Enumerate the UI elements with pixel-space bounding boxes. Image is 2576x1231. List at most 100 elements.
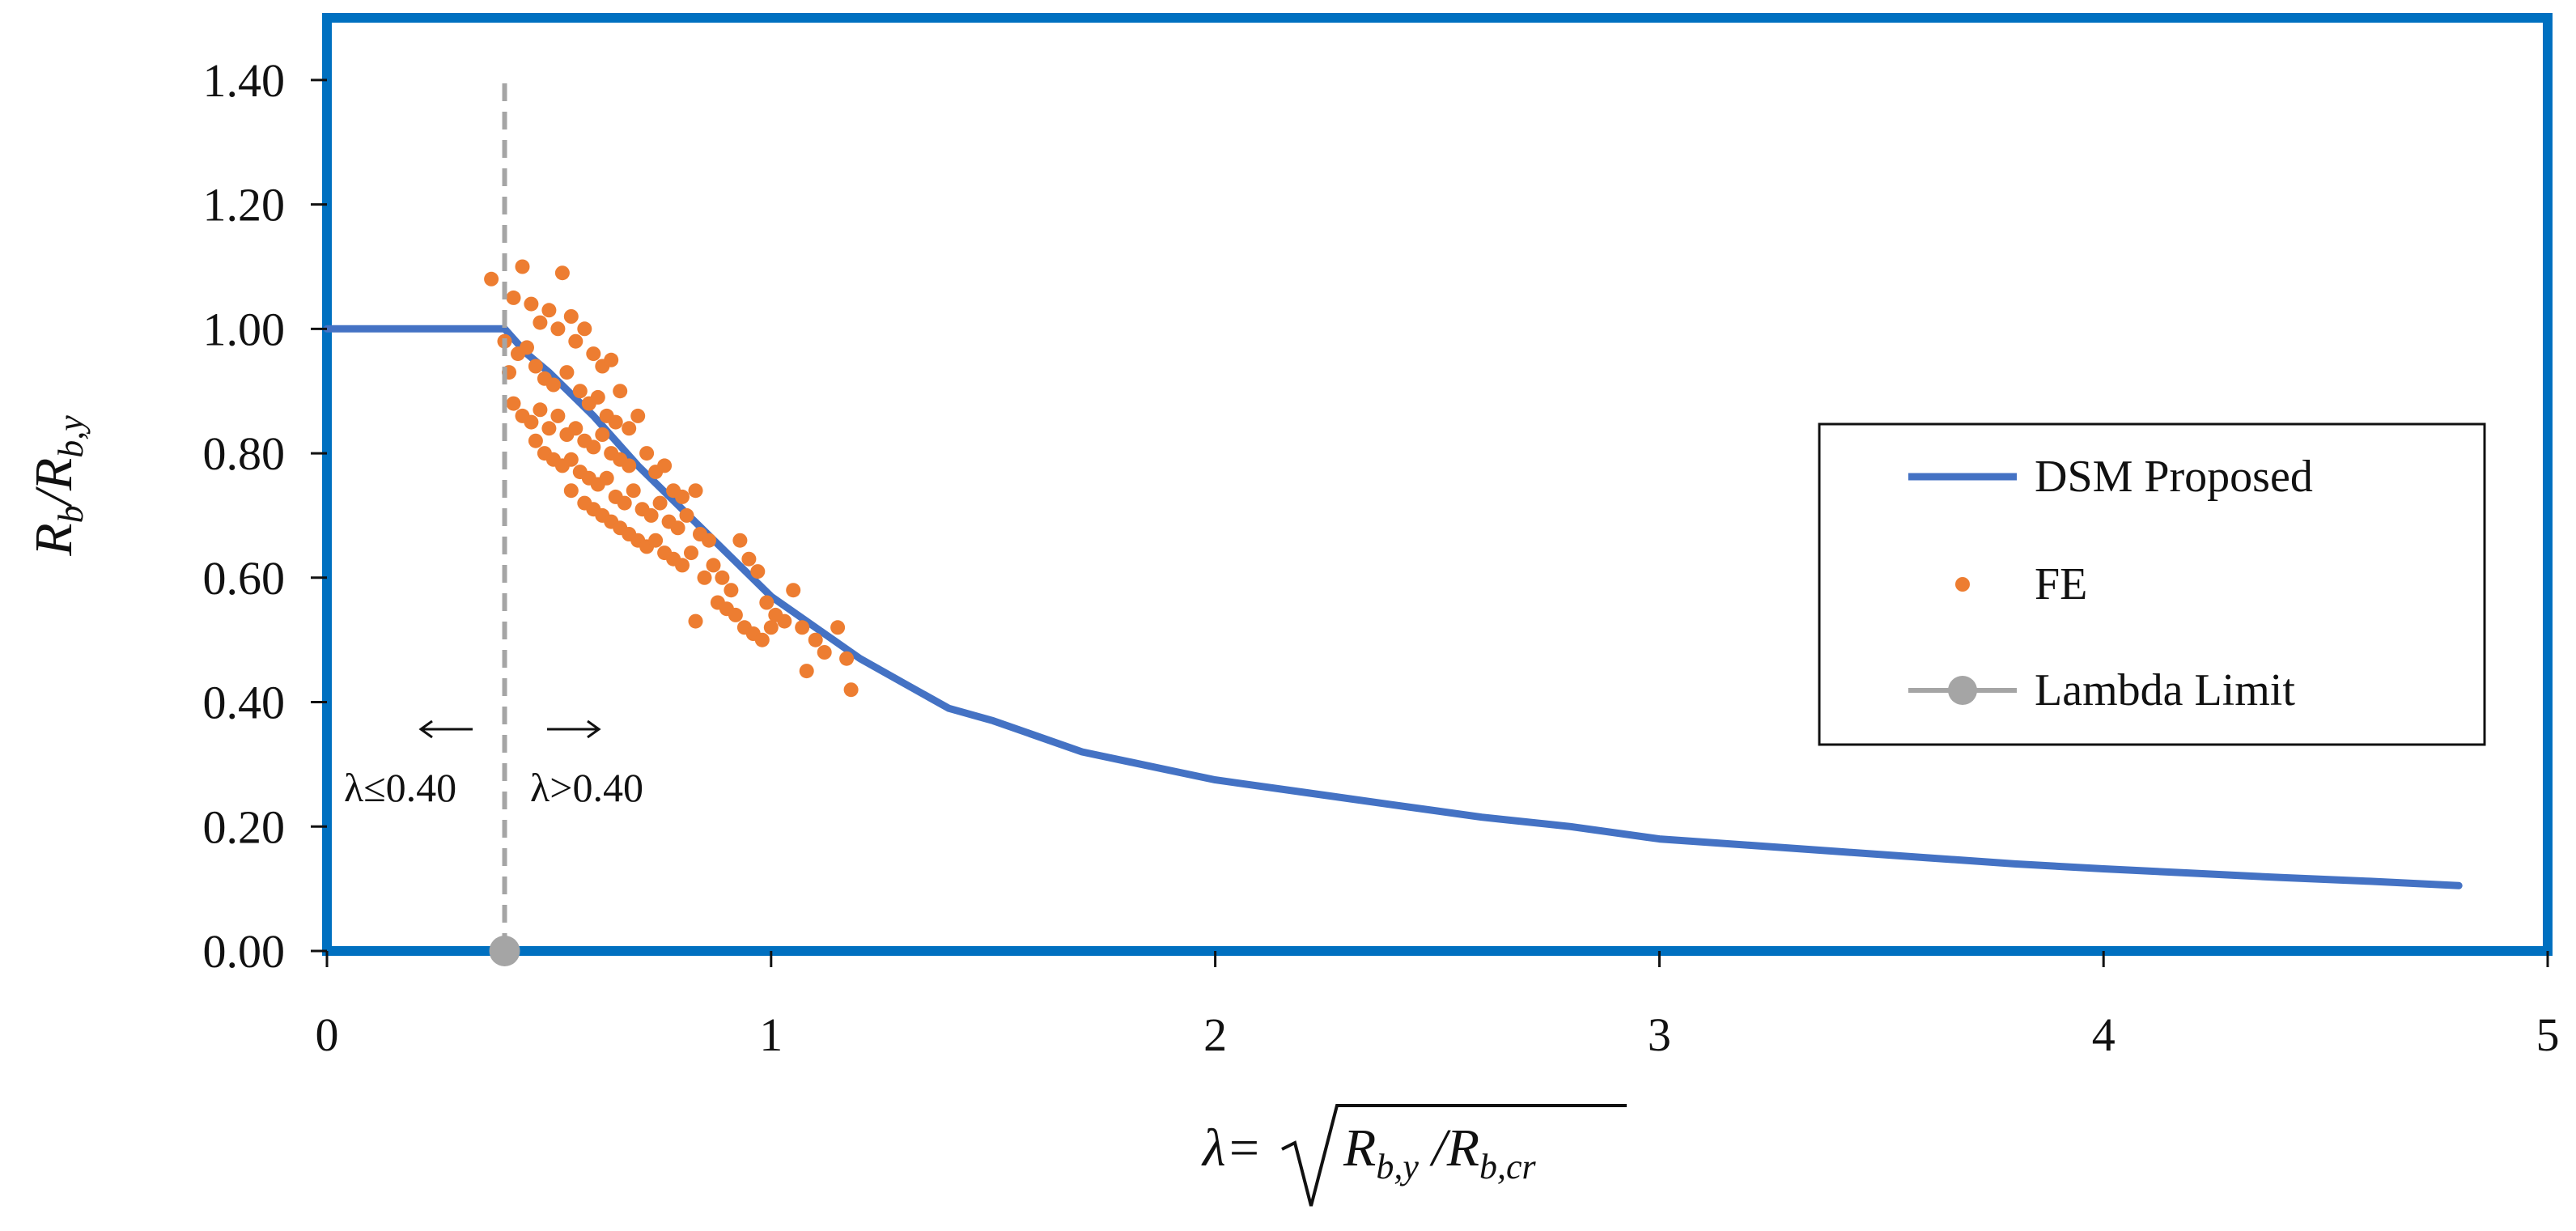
fe-point (750, 564, 766, 579)
fe-point (799, 664, 814, 679)
fe-point (657, 458, 673, 473)
fe-point (724, 583, 739, 598)
fe-point (524, 296, 539, 312)
fe-point (484, 271, 499, 287)
fe-point (684, 545, 698, 561)
fe-point (630, 408, 646, 423)
fe-point (843, 682, 859, 698)
fe-point (697, 570, 712, 585)
fe-point (652, 495, 668, 511)
fe-point (763, 620, 779, 635)
fe-point (622, 421, 637, 436)
y-tick-label: 0.00 (203, 925, 286, 978)
fe-point (648, 533, 664, 548)
x-tick-label: 5 (2536, 1008, 2560, 1061)
fe-point (675, 558, 690, 573)
fe-point (506, 396, 521, 411)
fe-point (732, 533, 748, 548)
fe-point (617, 495, 632, 511)
svg-text:λ=: λ= (1201, 1119, 1262, 1178)
x-tick-label: 1 (759, 1008, 783, 1061)
lambda-limit-marker (489, 936, 520, 966)
annotation-arrows (418, 719, 601, 739)
x-tick-label: 4 (2092, 1008, 2116, 1061)
fe-point (533, 402, 548, 418)
fe-point (541, 303, 557, 318)
fe-point (643, 507, 659, 523)
y-tick-label: 0.20 (203, 800, 286, 853)
fe-point (728, 607, 743, 622)
fe-point (577, 321, 592, 337)
legend-limit-marker (1948, 676, 1977, 705)
fe-point (554, 265, 570, 281)
plot-frame (322, 13, 2553, 956)
fe-point (590, 389, 605, 405)
fe-point (777, 613, 792, 629)
fe-point (533, 315, 548, 330)
left-arrow-head (418, 719, 433, 739)
fe-point (817, 645, 832, 660)
fe-point (639, 446, 655, 461)
fe-point (528, 433, 543, 448)
x-axis-title: λ= Rb,y /Rb,cr (1201, 1104, 1627, 1207)
fe-point (839, 651, 855, 666)
x-tick-label: 0 (316, 1008, 339, 1061)
fe-point (715, 570, 730, 585)
y-tick-label: 1.00 (203, 303, 286, 355)
fe-point (568, 421, 584, 436)
y-tick-label: 0.80 (203, 427, 286, 480)
y-axis-ticks: 0.00 0.20 0.40 0.60 0.80 1.00 1.20 1.40 (203, 54, 327, 978)
svg-text:Rb,y /Rb,cr: Rb,y /Rb,cr (1343, 1119, 1537, 1186)
annotation-left-label: λ≤0.40 (344, 765, 456, 810)
legend: DSM Proposed FE Lambda Limit (1818, 422, 2486, 746)
fe-point (808, 632, 823, 647)
fe-point (599, 470, 614, 486)
fe-point (670, 520, 685, 536)
fe-point (759, 595, 774, 610)
fe-point (559, 365, 575, 380)
y-tick-label: 0.40 (203, 677, 286, 729)
fe-point (702, 533, 716, 548)
fe-point (786, 583, 801, 598)
y-tick-label: 1.40 (203, 54, 286, 107)
fe-point (524, 414, 539, 430)
fe-series (484, 259, 859, 698)
fe-point (550, 408, 566, 423)
fe-point (563, 483, 579, 499)
fe-point (506, 290, 521, 305)
fe-point (679, 507, 694, 523)
fe-point (675, 489, 690, 504)
fe-point (688, 613, 703, 629)
fe-point (795, 620, 810, 635)
x-tick-label: 3 (1648, 1008, 1671, 1061)
fe-point (754, 632, 770, 647)
fe-point (586, 346, 601, 362)
fe-point (604, 352, 619, 367)
fe-point (572, 384, 588, 399)
fe-point (568, 333, 584, 349)
legend-fe-label: FE (2035, 559, 2087, 609)
fe-point (595, 427, 610, 442)
fe-point (622, 458, 637, 473)
fe-point (528, 359, 543, 374)
fe-point (563, 309, 579, 324)
y-axis-title: Rb/Rb,y (24, 415, 91, 557)
fe-point (688, 483, 703, 499)
fe-point (541, 421, 557, 436)
legend-dsm-label: DSM Proposed (2035, 452, 2313, 502)
legend-fe-swatch (1955, 577, 1970, 592)
fe-point (626, 483, 641, 499)
x-tick-label: 2 (1203, 1008, 1227, 1061)
svg-text:Rb/Rb,y: Rb/Rb,y (24, 415, 91, 557)
fe-point (563, 452, 579, 467)
fe-point (550, 321, 566, 337)
sqrt-sign (1281, 1104, 1627, 1207)
fe-point (545, 377, 561, 393)
fe-point (613, 384, 628, 399)
annotation-right-label: λ>0.40 (530, 765, 643, 810)
fe-point (741, 551, 757, 567)
x-axis-ticks: 0 1 2 3 4 5 (316, 951, 2560, 1061)
fe-point (520, 340, 534, 355)
fe-point (586, 439, 601, 455)
